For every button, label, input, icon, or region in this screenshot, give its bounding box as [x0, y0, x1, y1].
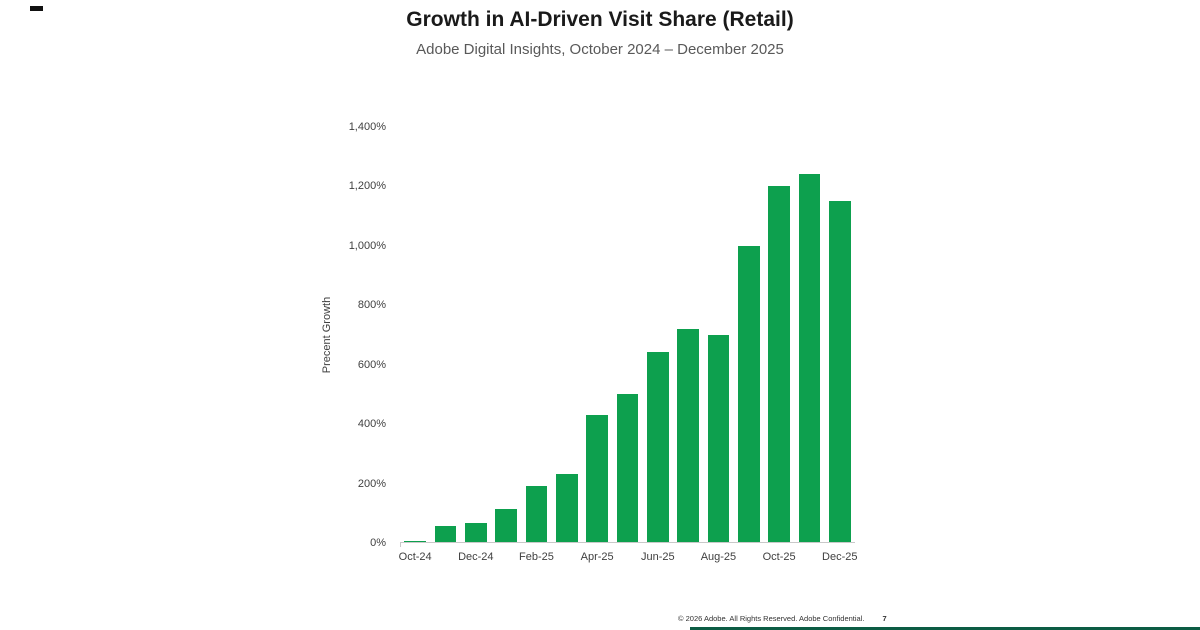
x-tick-slot: [673, 551, 703, 567]
page-number: 7: [882, 614, 887, 623]
bar-Feb-25: [525, 485, 548, 542]
bar-Nov-25: [798, 174, 821, 542]
y-tick-label: 800%: [357, 299, 386, 312]
bar-series: [400, 127, 855, 542]
y-tick-label: 1,200%: [348, 180, 386, 193]
y-tick-label: 1,400%: [348, 121, 386, 133]
bar-Oct-25: [768, 186, 791, 542]
bar-slot-Jan-25: [491, 127, 521, 542]
footer-accent-bar: [690, 627, 1200, 630]
bar-slot-Jun-25: [643, 127, 673, 542]
x-tick-label: Apr-25: [580, 551, 614, 563]
bar-Nov-24: [434, 525, 457, 542]
x-tick-slot: Aug-25: [700, 551, 737, 567]
x-tick-slot: Feb-25: [519, 551, 554, 567]
bar-slot-Apr-25: [582, 127, 612, 542]
bar-chart-plot-area: [400, 127, 855, 547]
bar-slot-May-25: [612, 127, 642, 542]
x-tick-slot: [552, 551, 582, 567]
x-tick-slot: [794, 551, 824, 567]
x-tick-slot: Dec-25: [822, 551, 858, 567]
bar-Aug-25: [707, 334, 730, 542]
bar-May-25: [616, 393, 639, 542]
slide-footer: © 2026 Adobe. All Rights Reserved. Adobe…: [678, 614, 887, 623]
x-tick-label: Dec-25: [822, 551, 858, 563]
bar-Jan-25: [495, 509, 518, 542]
x-tick-label: Dec-24: [458, 551, 494, 563]
x-tick-label: Feb-25: [519, 551, 554, 563]
x-tick-label: Jun-25: [640, 551, 675, 563]
bar-slot-Nov-25: [794, 127, 824, 542]
y-tick-label: 200%: [357, 477, 386, 490]
bar-slot-Dec-24: [461, 127, 491, 542]
bar-slot-Oct-25: [764, 127, 794, 542]
bar-slot-Oct-24: [400, 127, 430, 542]
y-tick-label: 0%: [370, 537, 386, 549]
bar-Mar-25: [555, 473, 578, 542]
x-tick-label: Oct-24: [398, 551, 432, 563]
x-tick-slot: Jun-25: [640, 551, 675, 567]
bar-Oct-24: [404, 540, 427, 542]
bar-slot-Feb-25: [521, 127, 551, 542]
y-tick-label: 400%: [357, 418, 386, 431]
x-tick-label: Oct-25: [762, 551, 796, 563]
x-axis-tick-mark: [400, 542, 401, 547]
x-axis-tick-labels: Oct-24 Dec-24 Feb-25 Apr-25 Jun-25 Aug-25 Oct-…: [398, 551, 858, 567]
x-tick-slot: Apr-25: [580, 551, 614, 567]
x-tick-slot: Oct-25: [762, 551, 796, 567]
bar-Sep-25: [737, 245, 760, 542]
bar-slot-Sep-25: [734, 127, 764, 542]
x-tick-slot: [491, 551, 521, 567]
bar-Dec-24: [464, 522, 487, 542]
bar-Jul-25: [677, 328, 700, 542]
chart-subtitle: Adobe Digital Insights, October 2024 – D…: [416, 41, 784, 58]
x-tick-slot: [430, 551, 460, 567]
chart-title: Growth in AI-Driven Visit Share (Retail): [406, 8, 794, 31]
x-tick-slot: Oct-24: [398, 551, 432, 567]
y-tick-label: 600%: [357, 358, 386, 371]
x-tick-slot: Dec-24: [458, 551, 494, 567]
x-tick-label: Aug-25: [700, 551, 737, 563]
bar-slot-Aug-25: [703, 127, 733, 542]
x-tick-slot: [612, 551, 642, 567]
x-tick-slot: [734, 551, 764, 567]
corner-mark: [30, 6, 43, 11]
copyright-text: © 2026 Adobe. All Rights Reserved. Adobe…: [678, 614, 865, 623]
bar-slot-Jul-25: [673, 127, 703, 542]
bar-Apr-25: [586, 414, 609, 542]
y-axis-tick-labels: 1,400% 1,200% 1,000% 800% 600% 400% 200% 0%: [320, 121, 392, 549]
bar-Dec-25: [828, 201, 851, 542]
bar-Jun-25: [646, 352, 669, 542]
y-tick-label: 1,000%: [348, 239, 386, 252]
bar-slot-Nov-24: [430, 127, 460, 542]
bar-slot-Dec-25: [825, 127, 855, 542]
bar-slot-Mar-25: [552, 127, 582, 542]
